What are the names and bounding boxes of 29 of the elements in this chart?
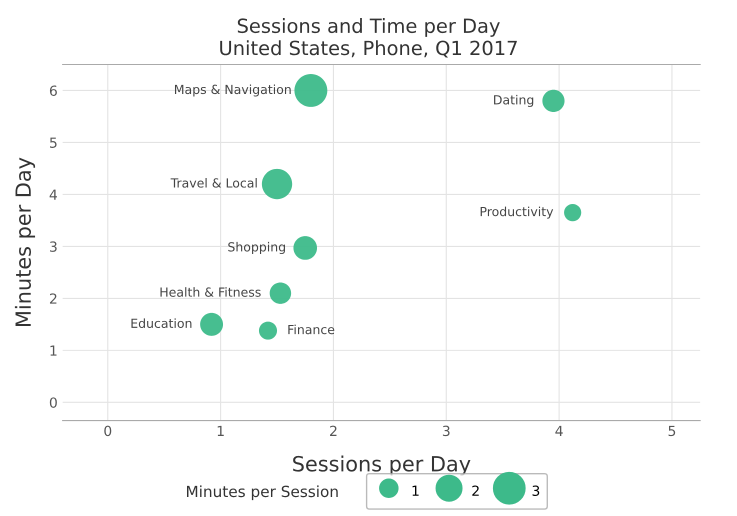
annotation: Shopping	[228, 242, 285, 254]
legend-label: 1	[412, 486, 419, 496]
y-tick-label: 1	[50, 346, 56, 356]
chart-subtitle: United States, Phone, Q1 2017	[220, 40, 517, 58]
y-tick-label: 5	[50, 138, 57, 148]
annotation: Health & Fitness	[160, 287, 261, 297]
y-tick-label: 6	[50, 85, 57, 96]
y-tick-label: 0	[50, 397, 57, 408]
x-tick-label: 2	[330, 426, 336, 436]
legend-label: 2	[472, 485, 479, 496]
x-axis-title: Sessions per Day	[293, 456, 470, 476]
y-axis-title: Minutes per Day	[14, 158, 36, 326]
chart-title: Sessions and Time per Day	[238, 18, 500, 37]
annotation: Education	[131, 318, 192, 328]
x-tick-label: 0	[104, 426, 112, 436]
annotation: Finance	[288, 324, 334, 334]
y-tick-label: 4	[50, 190, 58, 200]
annotation: Dating	[494, 94, 534, 107]
annotation: Productivity	[480, 206, 554, 219]
y-tick-label: 2	[50, 293, 56, 304]
y-tick-label: 3	[50, 241, 57, 252]
annotation: Maps & Navigation	[174, 84, 291, 97]
x-tick-label: 5	[668, 426, 676, 436]
x-tick-label: 4	[555, 426, 563, 436]
x-tick-label: 3	[442, 426, 450, 436]
legend-title: Minutes per Session	[186, 485, 338, 500]
legend-label: 3	[532, 485, 540, 496]
annotation: Travel & Local	[170, 178, 257, 188]
x-tick-label: 1	[218, 426, 224, 436]
